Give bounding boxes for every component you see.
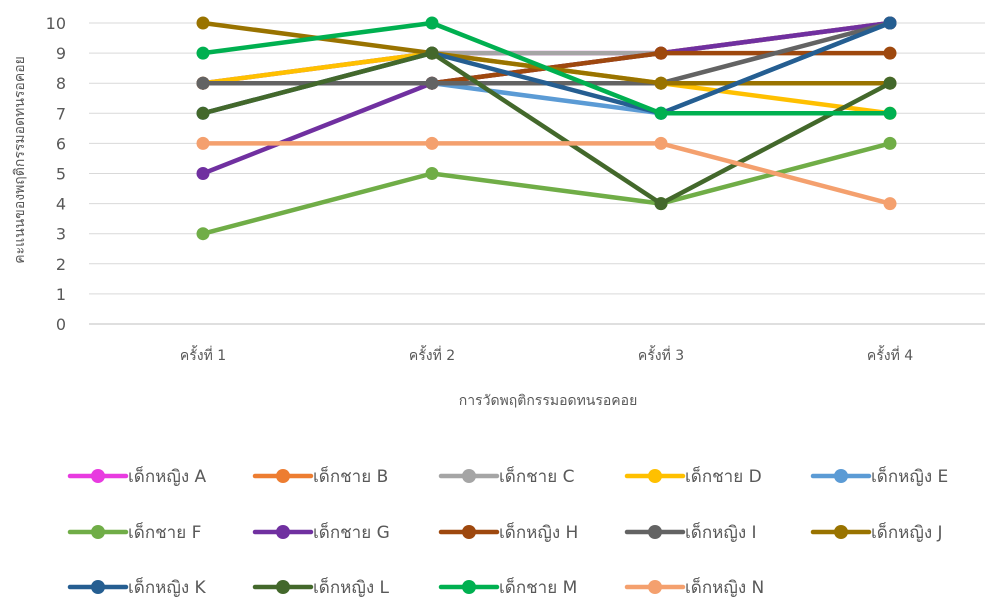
data-point: [654, 106, 668, 120]
legend-marker: [276, 469, 290, 483]
data-point: [196, 227, 210, 241]
legend-label: เด็กชาย D: [685, 465, 762, 487]
data-point: [654, 46, 668, 60]
data-point: [883, 197, 897, 211]
legend-marker: [834, 525, 848, 539]
legend-marker: [91, 469, 105, 483]
x-axis-title: การวัดพฤติกรรมอดทนรอคอย: [459, 393, 638, 409]
y-tick-label: 7: [56, 104, 66, 123]
data-point: [196, 167, 210, 180]
y-axis-ticks: 0 1 2 3 4 5 6 7 8 9 10: [46, 14, 66, 334]
series-12: [196, 46, 897, 211]
legend-item: เด็กหญิง J: [810, 521, 943, 543]
data-point: [196, 76, 210, 90]
y-tick-label: 10: [46, 14, 66, 33]
legend: เด็กหญิง A เด็กชาย B เด็กชาย C เด็กชาย D เด็…: [67, 465, 948, 598]
legend-item: เด็กหญิง N: [624, 576, 764, 598]
legend-item: เด็กชาย C: [438, 465, 574, 487]
legend-label: เด็กหญิง H: [499, 521, 578, 543]
legend-label: เด็กชาย G: [313, 521, 390, 543]
legend-marker: [648, 580, 662, 594]
legend-label: เด็กหญิง I: [685, 521, 757, 543]
data-point: [883, 46, 897, 60]
legend-item: เด็กหญิง L: [252, 576, 390, 598]
y-tick-label: 6: [56, 134, 66, 153]
data-point: [196, 106, 210, 120]
y-tick-label: 9: [56, 44, 66, 63]
legend-marker: [276, 580, 290, 594]
data-point: [425, 16, 439, 30]
series-line: [200, 20, 893, 116]
legend-marker: [276, 525, 290, 539]
x-tick-label: ครั้งที่ 3: [638, 345, 684, 364]
data-point: [883, 106, 897, 120]
data-point: [425, 136, 439, 150]
y-tick-label: 0: [56, 315, 66, 334]
legend-label: เด็กชาย M: [499, 576, 577, 598]
legend-item: เด็กชาย G: [252, 521, 390, 543]
data-point: [654, 136, 668, 150]
legend-marker: [462, 469, 476, 483]
x-tick-label: ครั้งที่ 4: [867, 345, 913, 364]
legend-item: เด็กหญิง H: [438, 521, 578, 543]
y-tick-label: 8: [56, 74, 66, 93]
series-13: [196, 16, 897, 120]
legend-item: เด็กชาย F: [67, 521, 201, 543]
data-point: [196, 136, 210, 150]
legend-label: เด็กหญิง L: [313, 576, 390, 598]
x-tick-label: ครั้งที่ 2: [409, 345, 455, 364]
data-point: [425, 46, 439, 60]
data-point: [654, 197, 668, 211]
legend-label: เด็กหญิง A: [128, 465, 207, 487]
y-tick-label: 2: [56, 255, 66, 274]
series-6: [196, 136, 897, 241]
series-14: [196, 136, 897, 211]
legend-label: เด็กชาย F: [128, 521, 201, 543]
series-line: [200, 50, 893, 206]
legend-marker: [91, 580, 105, 594]
data-point: [425, 167, 439, 180]
legend-item: เด็กหญิง I: [624, 521, 757, 543]
data-point: [883, 136, 897, 150]
legend-marker: [462, 580, 476, 594]
data-point: [883, 76, 897, 90]
data-point: [425, 76, 439, 90]
legend-label: เด็กหญิง K: [128, 576, 207, 598]
legend-item: เด็กหญิง A: [67, 465, 207, 487]
series-lines: [196, 16, 897, 241]
legend-marker: [91, 525, 105, 539]
y-tick-label: 3: [56, 225, 66, 244]
series-line: [200, 141, 893, 206]
legend-item: เด็กชาย M: [438, 576, 577, 598]
series-line: [200, 141, 893, 236]
data-point: [654, 76, 668, 90]
legend-marker: [834, 469, 848, 483]
legend-label: เด็กชาย B: [313, 465, 388, 487]
legend-marker: [648, 469, 662, 483]
legend-item: เด็กหญิง K: [67, 576, 207, 598]
legend-item: เด็กชาย D: [624, 465, 762, 487]
data-point: [883, 16, 897, 30]
legend-label: เด็กหญิง J: [871, 521, 943, 543]
data-point: [196, 16, 210, 30]
y-axis-title: คะแนนของพฤติกรรมอดทนรอคอย: [12, 56, 28, 264]
legend-marker: [462, 525, 476, 539]
legend-item: เด็กหญิง E: [810, 465, 948, 487]
data-point: [196, 46, 210, 60]
legend-marker: [648, 525, 662, 539]
legend-label: เด็กชาย C: [499, 465, 574, 487]
y-tick-label: 5: [56, 165, 66, 184]
legend-label: เด็กหญิง N: [685, 576, 764, 598]
y-tick-label: 1: [56, 285, 66, 304]
legend-item: เด็กชาย B: [252, 465, 388, 487]
x-axis-ticks: ครั้งที่ 1 ครั้งที่ 2 ครั้งที่ 3 ครั้งที่ 4: [180, 345, 913, 364]
x-tick-label: ครั้งที่ 1: [180, 345, 226, 364]
legend-label: เด็กหญิง E: [871, 465, 948, 487]
y-tick-label: 4: [56, 195, 66, 214]
